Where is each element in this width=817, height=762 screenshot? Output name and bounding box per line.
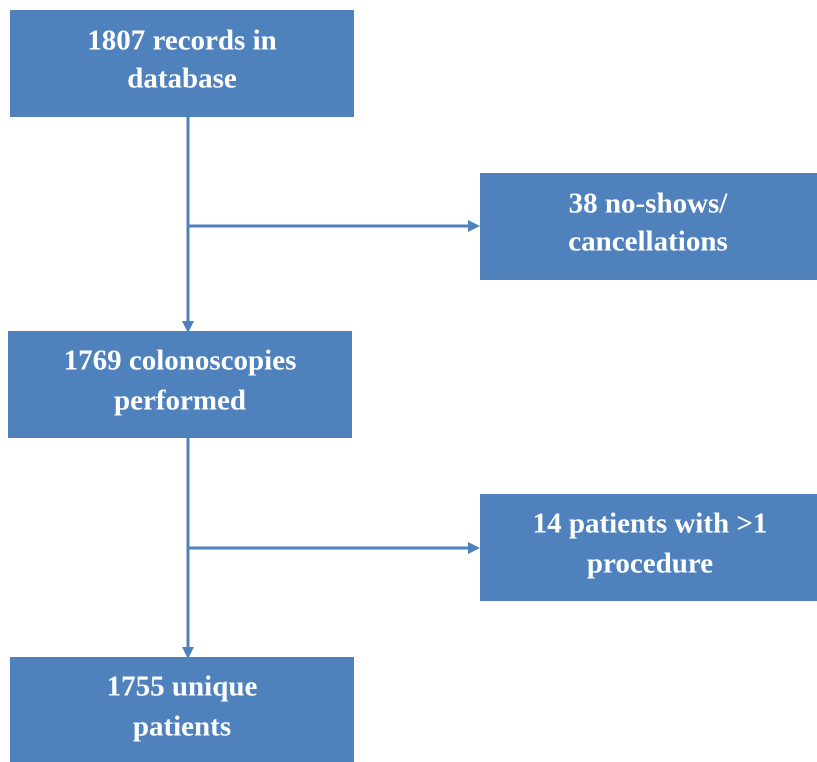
box	[10, 657, 354, 762]
box-text: 38 no-shows/	[569, 188, 729, 220]
box	[480, 494, 817, 601]
box	[10, 10, 354, 117]
box-text: 1769 colonoscopies	[64, 345, 297, 377]
arrowhead	[182, 647, 194, 659]
box-text: database	[127, 63, 237, 95]
arrowhead	[468, 220, 480, 232]
box	[480, 173, 817, 280]
arrowhead	[182, 321, 194, 333]
arrowhead	[468, 542, 480, 554]
box	[8, 331, 352, 438]
box-text: procedure	[587, 548, 713, 580]
box-text: 1755 unique	[107, 671, 258, 703]
box-text: 1807 records in	[87, 25, 277, 57]
box-text: cancellations	[568, 226, 728, 258]
box-text: patients	[133, 711, 231, 743]
box-text: 14 patients with >1	[533, 508, 768, 540]
box-text: performed	[114, 385, 246, 417]
